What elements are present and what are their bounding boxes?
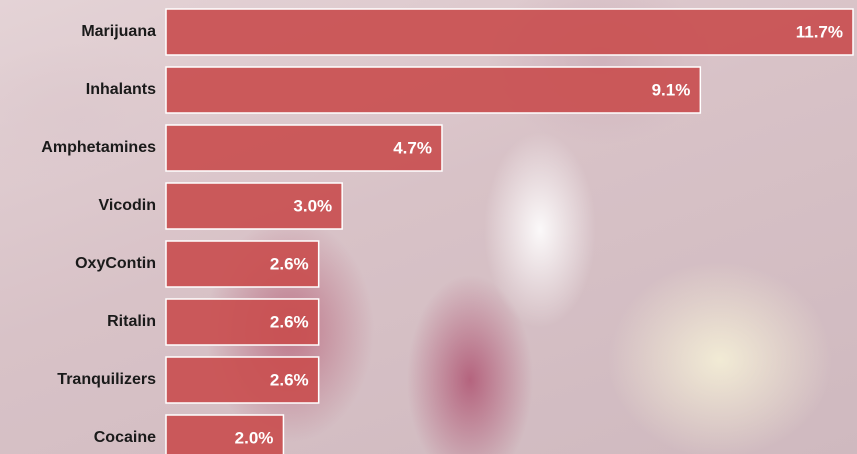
value-label: 2.6%	[270, 312, 309, 331]
value-label: 11.7%	[796, 22, 843, 41]
category-label: Cocaine	[94, 429, 156, 446]
category-label: Ritalin	[107, 313, 156, 330]
category-label: Tranquilizers	[57, 371, 156, 388]
category-label: Inhalants	[86, 81, 156, 98]
value-label: 2.6%	[270, 254, 309, 273]
bar	[166, 9, 853, 55]
chart-background: Marijuana 11.7% Inhalants 9.1% Amphetamines 4…	[0, 0, 857, 454]
value-label: 2.0%	[235, 428, 274, 447]
category-label: OxyContin	[75, 255, 156, 272]
value-label: 9.1%	[652, 80, 691, 99]
value-label: 3.0%	[293, 196, 332, 215]
category-label: Vicodin	[99, 197, 157, 214]
category-label: Marijuana	[81, 23, 156, 40]
bar	[166, 67, 700, 113]
value-label: 4.7%	[393, 138, 432, 157]
chart: Marijuana 11.7% Inhalants 9.1% Amphetamines 4…	[0, 0, 857, 454]
value-label: 2.6%	[270, 370, 309, 389]
category-label: Amphetamines	[41, 139, 156, 156]
